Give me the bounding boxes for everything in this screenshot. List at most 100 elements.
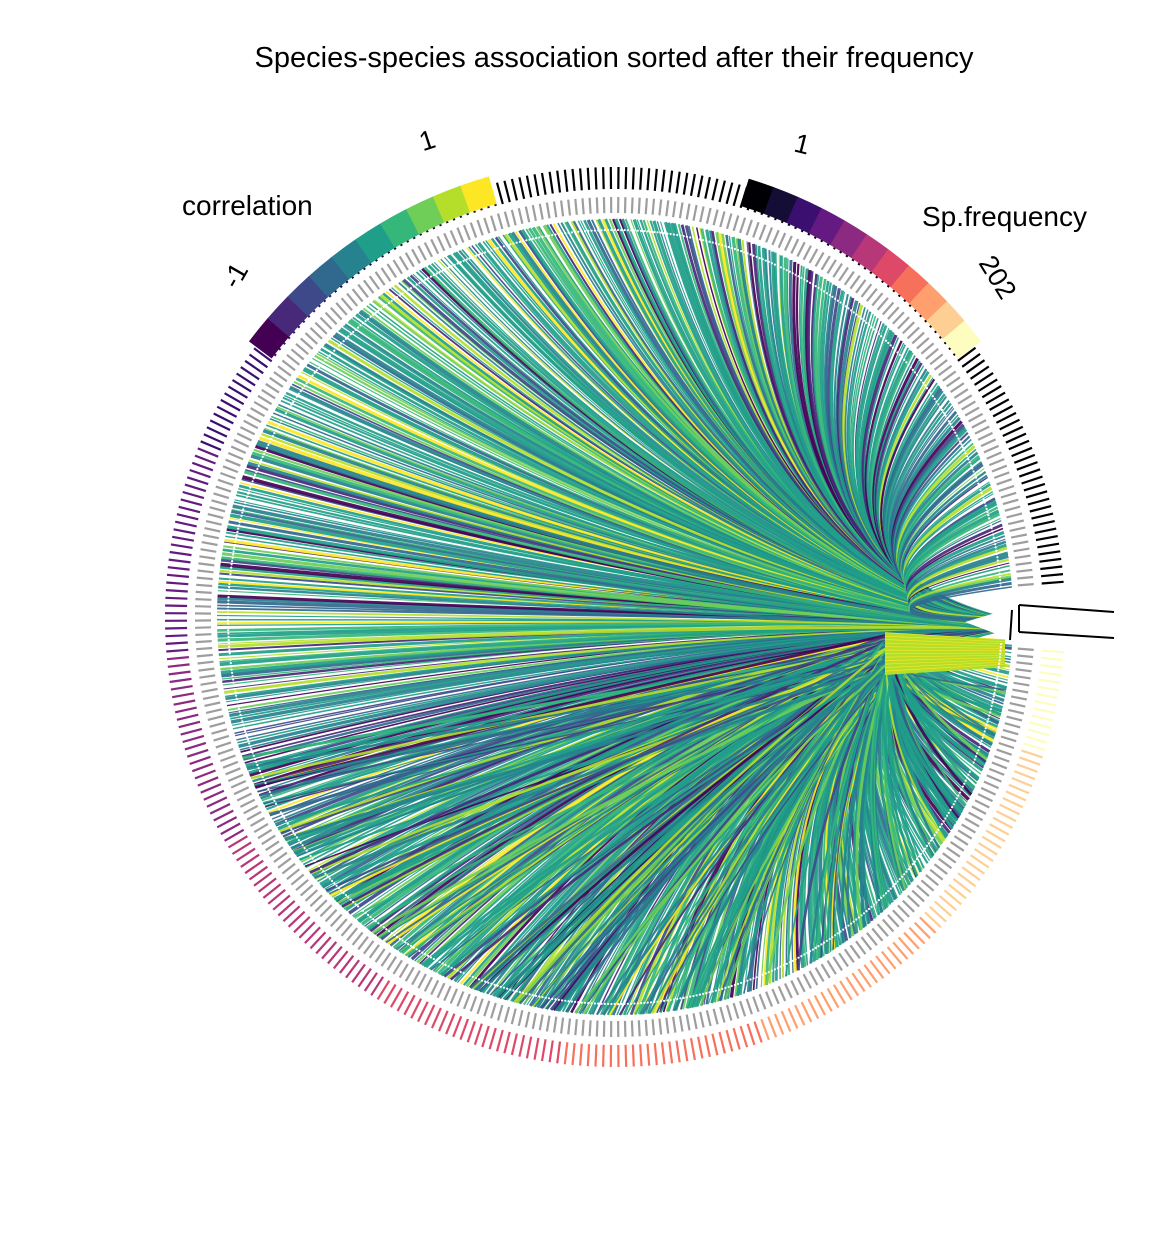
sector-dot [242,508,244,510]
frequency-tick [1035,701,1057,705]
frequency-tick [1035,529,1057,533]
sector-tick [561,1018,563,1034]
sector-dot [643,1002,645,1004]
sector-dot [823,942,825,944]
sector-tick [939,859,952,869]
frequency-tick [802,1002,812,1022]
frequency-tick [727,1030,733,1051]
frequency-tick [1012,448,1032,456]
sector-tick [240,800,254,807]
frequency-tick [684,173,688,195]
sector-tick [975,800,989,807]
sector-tick [926,875,938,885]
sector-dot [991,702,993,704]
sector-dot [653,231,655,233]
frequency-tick [1039,672,1061,675]
sector-dot [858,315,860,317]
sector-tick [653,1019,654,1035]
sector-dot [604,229,606,231]
sector-tick [753,222,758,237]
sector-dot [967,774,969,776]
sector-dot [535,995,537,997]
sector-tick [547,203,550,219]
sector-dot [302,844,304,846]
sector-dot [912,863,914,865]
sector-tick [972,420,986,428]
frequency-tick [720,181,725,202]
sector-tick [208,716,224,720]
frequency-tick [1040,567,1062,570]
sector-dot [380,308,382,310]
sector-dot [718,243,720,245]
sector-dot [630,1003,632,1005]
sector-dot [316,369,318,371]
sector-tick [867,289,877,302]
sector-dot [383,926,385,928]
sector-dot [916,374,918,376]
sector-dot [228,646,230,648]
sector-tick [234,440,249,447]
sector-tick [296,880,308,890]
sector-tick [326,313,337,325]
sector-dot [475,255,477,257]
sector-dot [676,234,678,236]
sector-tick [666,200,668,216]
sector-tick [1007,514,1023,518]
hub-line [1019,632,1114,638]
sector-dot [930,392,932,394]
sector-dot [737,983,739,985]
sector-dot [235,537,237,539]
sector-tick [673,201,675,217]
sector-dot [984,730,986,732]
sector-tick [218,749,233,754]
sector-dot [304,385,306,387]
frequency-tick [1037,687,1059,691]
sector-dot [937,403,939,405]
sector-tick [376,272,385,285]
sector-dot [683,235,685,237]
sector-dot [689,236,691,238]
sector-tick [478,999,483,1014]
frequency-tick [169,560,191,563]
sector-dot [597,229,599,231]
sector-dot [878,899,880,901]
sector-tick [772,989,778,1004]
sector-tick [278,366,291,376]
frequency-tick [1022,477,1043,484]
frequency-tick [768,1017,776,1038]
frequency-tick [201,441,221,450]
sector-tick [406,253,414,267]
sector-tick [893,312,904,324]
sector-dot [525,239,527,241]
sector-dot [692,995,694,997]
frequency-tick [207,797,227,806]
sector-tick [1010,527,1026,531]
correlation-legend-title: correlation [182,190,313,221]
sector-dot [792,272,794,274]
frequency-tick [519,1035,524,1057]
sector-dot [247,493,249,495]
sector-dot [577,1001,579,1003]
sector-dot [228,639,230,641]
sector-tick [306,890,318,901]
sector-dot [283,415,285,417]
sector-dot [820,943,822,945]
sector-tick [444,986,451,1001]
sector-dot [970,768,972,770]
sector-dot [815,947,817,949]
sector-tick [845,949,854,962]
sector-tick [214,736,229,741]
sector-dot [451,967,453,969]
sector-tick [646,1020,647,1036]
sector-dot [350,333,352,335]
sector-tick [400,964,408,978]
sector-dot [880,335,882,337]
sector-tick [444,233,451,248]
sector-dot [708,991,710,993]
sector-tick [270,378,283,387]
sector-tick [205,528,221,531]
sector-tick [306,333,318,344]
sector-dot [926,387,928,389]
sector-dot [756,976,758,978]
sector-tick [921,343,933,353]
